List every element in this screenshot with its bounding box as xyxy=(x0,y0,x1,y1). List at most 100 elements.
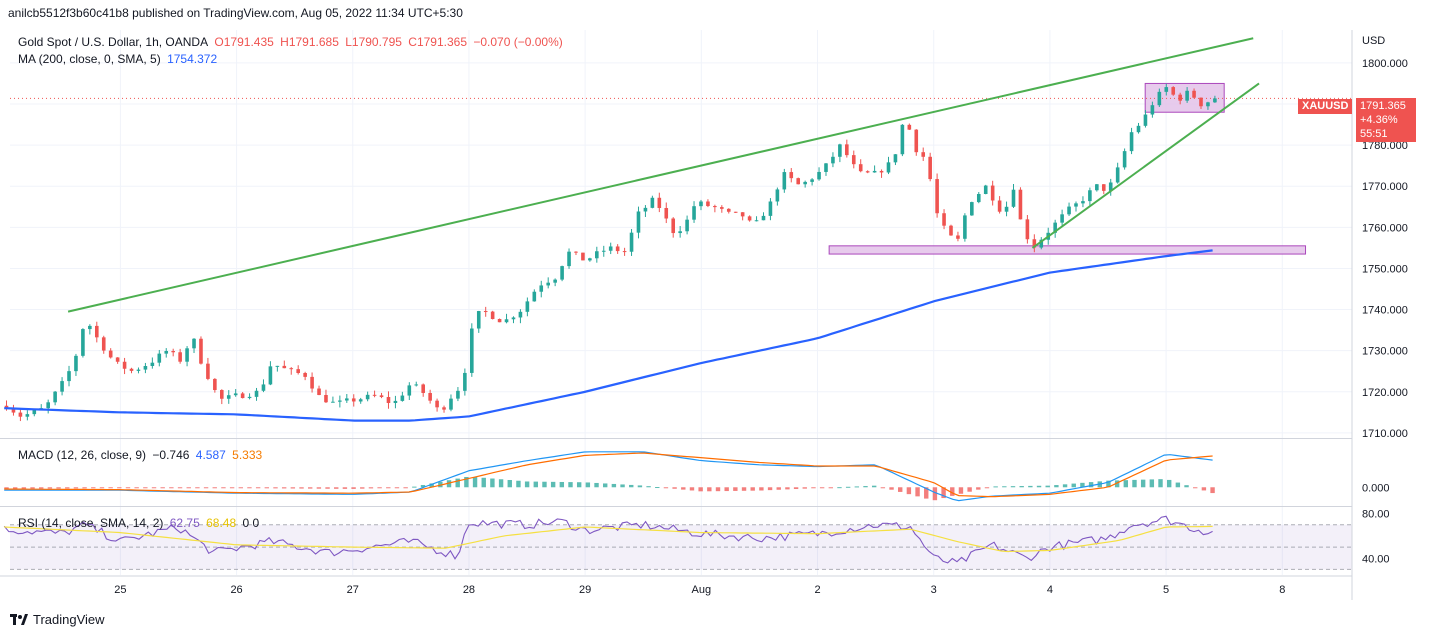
candle-body xyxy=(150,362,155,366)
macd-hist-bar xyxy=(498,479,504,488)
macd-hist-bar xyxy=(950,487,955,496)
candle-body xyxy=(1150,105,1155,115)
open-value: O1791.435 xyxy=(214,35,274,49)
candle-body xyxy=(386,397,391,404)
macd-hist-bar xyxy=(776,487,781,490)
macd-hist-bar xyxy=(203,487,209,489)
candle-body xyxy=(949,225,953,236)
macd-hist-bar xyxy=(39,487,44,489)
x-tick-label: 2 xyxy=(814,584,820,596)
macd-hist-bar xyxy=(117,487,122,489)
macd-hist-bar xyxy=(1193,487,1198,489)
candle-body xyxy=(303,372,307,377)
symbol-tag: XAUUSD xyxy=(1298,99,1353,114)
macd-hist-bar xyxy=(1166,479,1172,488)
macd-hist-bar xyxy=(325,487,330,489)
macd-hist-bar xyxy=(247,487,252,489)
candle-body xyxy=(268,366,273,385)
macd-hist-bar xyxy=(351,487,356,489)
candle-body xyxy=(678,231,682,234)
macd-hist-bar xyxy=(169,487,174,489)
macd-hist-bar xyxy=(65,487,70,489)
candle-body xyxy=(379,395,384,398)
macd-hist-bar xyxy=(993,486,998,488)
rsi-label: RSI (14, close, SMA, 14, 2) xyxy=(18,516,164,530)
candle-body xyxy=(122,361,127,369)
macd-hist-bar xyxy=(1054,485,1059,488)
candle-body xyxy=(761,215,766,221)
macd-hist-bar xyxy=(672,487,677,489)
macd-hist-bar xyxy=(1201,487,1207,491)
macd-hist-bar xyxy=(160,487,165,489)
macd-hist-bar xyxy=(255,487,261,489)
macd-hist-bar xyxy=(924,487,929,499)
support-zone xyxy=(828,245,1307,255)
candle-body xyxy=(1018,189,1023,220)
macd-hist-bar xyxy=(793,487,799,490)
macd-tick-label: 0.000 xyxy=(1362,482,1390,494)
candle-body xyxy=(858,164,863,172)
candle-body xyxy=(1178,94,1182,101)
macd-hist-bar xyxy=(47,487,53,489)
macd-hist-bar xyxy=(281,487,287,489)
macd-hist-bar xyxy=(750,487,755,491)
macd-hist-bar xyxy=(915,487,920,497)
candle-body xyxy=(754,220,759,222)
macd-hist-bar xyxy=(412,486,417,488)
candle-body xyxy=(254,390,259,397)
candle-body xyxy=(782,172,787,190)
candle-body xyxy=(518,311,523,318)
candle-body xyxy=(942,213,946,226)
candle-body xyxy=(1157,91,1162,106)
candle-body xyxy=(11,409,16,413)
macd-hist-bar xyxy=(1036,485,1042,488)
candle-body xyxy=(845,144,849,156)
candle-body xyxy=(588,258,592,261)
macd-hist-bar xyxy=(143,487,148,489)
y-tick-label: 1760.000 xyxy=(1362,222,1408,234)
candle-body xyxy=(539,285,544,292)
candle-body xyxy=(900,124,905,155)
candle-body xyxy=(206,363,210,379)
candle-body xyxy=(956,235,960,239)
macd-hist-bar xyxy=(524,481,530,488)
macd-hist-bar xyxy=(386,487,391,489)
macd-hist-bar xyxy=(429,483,434,488)
candle-body xyxy=(733,211,738,213)
price-legend: Gold Spot / U.S. Dollar, 1h, OANDA O1791… xyxy=(18,35,566,49)
candle-body xyxy=(720,207,724,209)
macd-hist-bar xyxy=(177,487,183,489)
rsi-sma-line xyxy=(4,525,1213,553)
candle-body xyxy=(581,252,585,261)
candle-body xyxy=(622,251,627,253)
macd-hist-bar xyxy=(533,481,538,488)
ma-value: 1754.372 xyxy=(167,52,218,66)
y-tick-label: 1750.000 xyxy=(1362,263,1408,275)
candle-body xyxy=(865,171,870,173)
candle-body xyxy=(775,189,780,202)
candle-body xyxy=(692,206,696,220)
macd-hist-bar xyxy=(863,486,868,488)
candle-body xyxy=(60,381,64,392)
candle-body xyxy=(664,208,669,219)
candle-body xyxy=(928,156,932,180)
macd-hist-bar xyxy=(455,478,460,488)
rsi-tick-label: 40.00 xyxy=(1362,553,1390,565)
footer-brand[interactable]: TradingView xyxy=(10,612,105,627)
x-tick-label: 27 xyxy=(347,584,359,596)
candle-body xyxy=(289,368,294,370)
candle-body xyxy=(407,385,412,396)
candle-body xyxy=(1032,239,1037,248)
macd-hist-bar xyxy=(1080,482,1085,488)
candle-body xyxy=(282,365,287,369)
candle-body xyxy=(213,378,217,391)
candle-body xyxy=(490,311,495,320)
macd-hist-bar xyxy=(1140,479,1146,488)
last-price-tag: 1791.365 +4.36% 55:51 xyxy=(1356,98,1416,142)
y-tick-label: 1740.000 xyxy=(1362,305,1408,317)
candle-body xyxy=(296,369,300,373)
macd-hist-bar xyxy=(1123,480,1129,488)
candle-body xyxy=(456,390,460,399)
candle-body xyxy=(976,193,981,203)
